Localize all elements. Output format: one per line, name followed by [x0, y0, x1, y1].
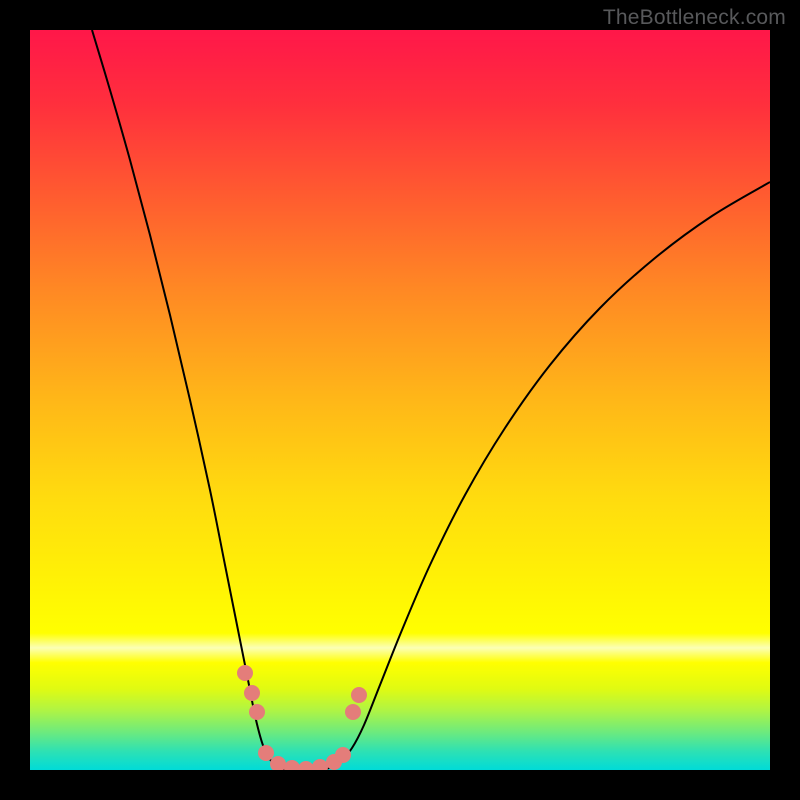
bottleneck-curve	[30, 30, 770, 770]
curve-marker	[312, 759, 328, 770]
curve-right-branch	[308, 182, 770, 770]
curve-marker	[237, 665, 253, 681]
plot-area	[30, 30, 770, 770]
curve-marker	[345, 704, 361, 720]
curve-marker	[249, 704, 265, 720]
curve-marker	[284, 760, 300, 770]
curve-markers	[237, 665, 367, 770]
curve-marker	[244, 685, 260, 701]
curve-marker	[298, 761, 314, 770]
curve-marker	[351, 687, 367, 703]
curve-marker	[335, 747, 351, 763]
curve-marker	[270, 756, 286, 770]
watermark-text: TheBottleneck.com	[603, 6, 786, 30]
curve-left-branch	[92, 30, 308, 770]
curve-marker	[258, 745, 274, 761]
